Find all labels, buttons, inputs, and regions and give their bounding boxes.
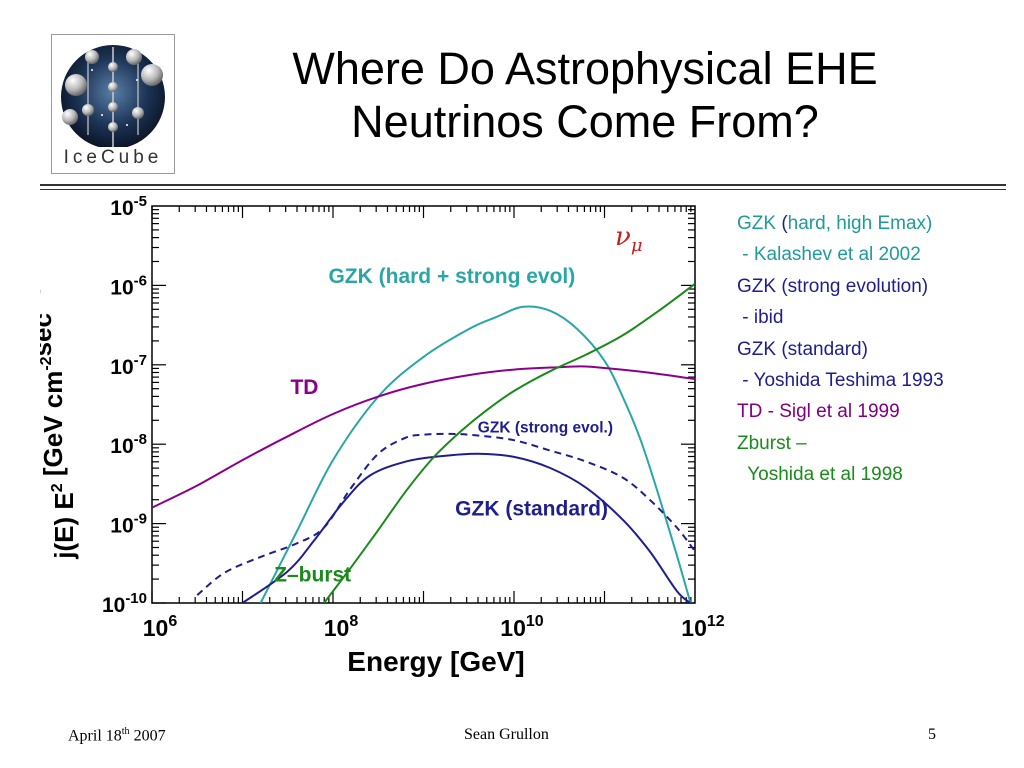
series-label: GZK (strong evol.) [478,419,613,436]
legend-text: GZK (strong evolution) [737,275,929,297]
icecube-logo: IceCube [51,34,175,174]
series-line [323,283,695,603]
title-divider-thick [40,184,1006,186]
y-tick-label: 10-7 [110,352,147,379]
title-divider-thin [40,189,1006,190]
legend-text: Sigl et al 1999 [779,401,900,423]
legend-line: TD - Sigl et al 1999 [737,396,1022,427]
legend-line: - Yoshida Teshima 1993 [737,365,1022,396]
footer-date: April 18th 2007 [68,726,166,745]
y-tick-label: 10-10 [102,590,147,617]
legend-text: ( [781,213,788,234]
series-label: GZK (standard) [455,498,608,521]
series-line [241,452,692,603]
series-line [259,305,692,603]
legend-line: Yoshida et al 1998 [737,459,1022,490]
y-tick-label: 10-6 [110,272,147,299]
legend-line: - ibid [737,302,1022,333]
legend-line: GZK (hard, high Emax) [737,208,1022,239]
x-tick-label: 1010 [500,613,543,641]
title-line-2: Neutrinos Come From? [351,96,819,147]
legend-text: - ibid [737,307,784,329]
x-axis-label: Energy [GeV] [347,646,524,677]
neutrino-flavor-label: νμ [615,222,643,256]
slide-title: Where Do Astrophysical EHE Neutrinos Com… [190,42,980,148]
legend-text: Yoshida et al 1998 [737,464,903,486]
legend-text: - Yoshida Teshima 1993 [737,370,944,392]
y-axis-label: j(E) E2 [GeV cm-2sec-1sr-1] [40,251,79,559]
series-line [196,432,695,596]
flux-chart: 106 108 1010 1012 10-5 10-6 10-7 10-8 10-9 10-10 E… [40,193,725,677]
legend-line: GZK (standard) [737,334,1022,365]
x-tick-label: 106 [143,613,178,641]
title-line-1: Where Do Astrophysical EHE [292,43,878,94]
legend-text: hard, high Emax) [787,213,933,234]
legend-text: GZK [737,213,782,234]
x-tick-label: 108 [324,613,359,641]
legend-line: Zburst – [737,428,1022,459]
series-label: GZK (hard + strong evol) [328,265,575,288]
logo-text: IceCube [63,147,163,168]
y-tick-label: 10-8 [110,431,147,458]
legend-line: GZK (strong evolution) [737,271,1022,302]
x-tick-label: 1012 [681,613,724,641]
series-line [152,365,695,509]
legend-text: - Kalashev et al 2002 [737,244,921,266]
series-label: TD [290,376,318,399]
legend-text: Zburst – [737,432,807,454]
legend-text: GZK (standard) [737,338,868,360]
source-legend: GZK (hard, high Emax) - Kalashev et al 2… [737,208,1022,491]
legend-line: - Kalashev et al 2002 [737,239,1022,270]
y-tick-label: 10-9 [110,511,147,538]
legend-text: TD - [737,401,780,423]
y-tick-label: 10-5 [110,193,147,220]
icecube-detector-logo-icon [61,45,165,149]
footer-author: Sean Grullon [464,726,549,743]
series-label: Z–burst [274,564,351,587]
footer-page-number: 5 [928,726,936,743]
